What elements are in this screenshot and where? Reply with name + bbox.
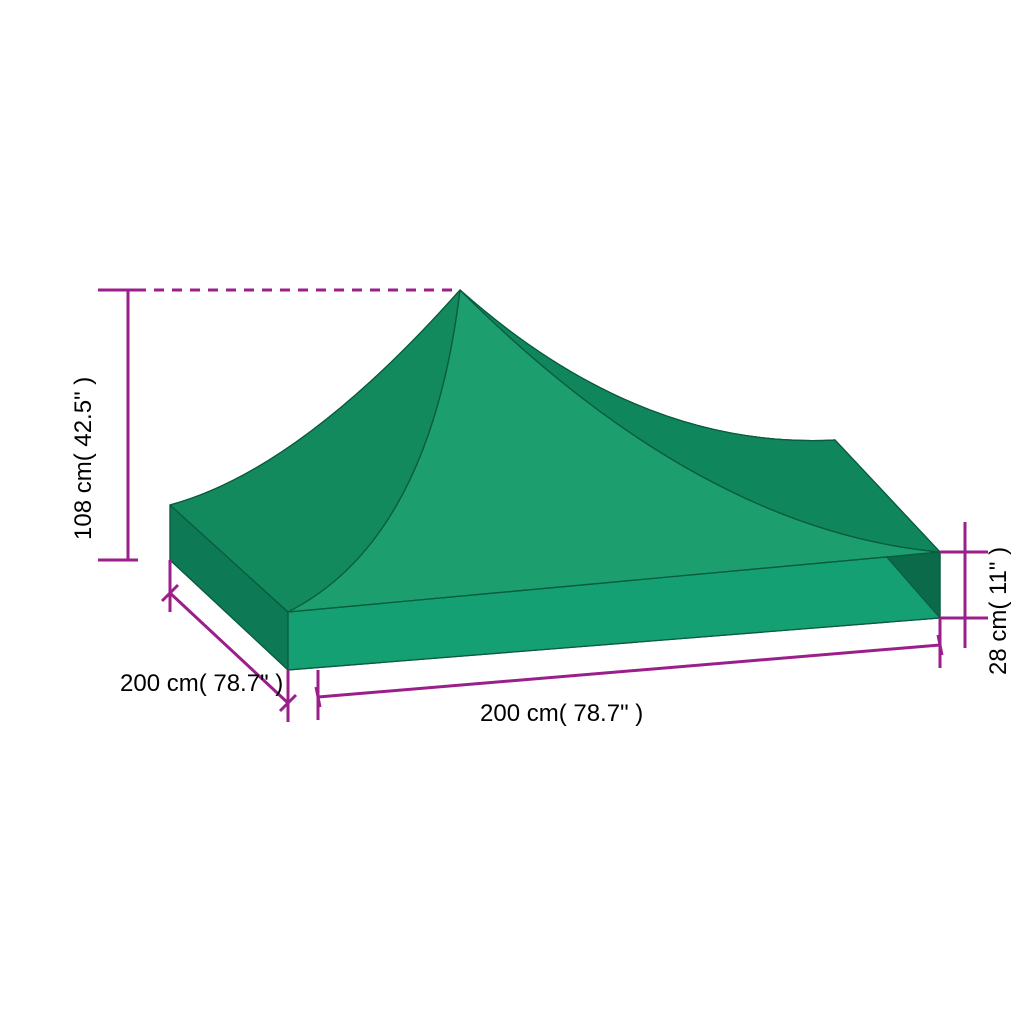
label-height-total: 108 cm( 42.5" ) bbox=[70, 320, 98, 540]
label-depth: 200 cm( 78.7" ) bbox=[120, 670, 283, 698]
label-skirt: 28 cm( 11" ) bbox=[985, 495, 1013, 675]
label-width: 200 cm( 78.7" ) bbox=[480, 700, 643, 728]
diagram-svg bbox=[0, 0, 1024, 1024]
diagram-stage: 108 cm( 42.5" ) 200 cm( 78.7" ) 200 cm( … bbox=[0, 0, 1024, 1024]
canopy bbox=[170, 290, 940, 670]
dim-skirt bbox=[940, 522, 988, 648]
